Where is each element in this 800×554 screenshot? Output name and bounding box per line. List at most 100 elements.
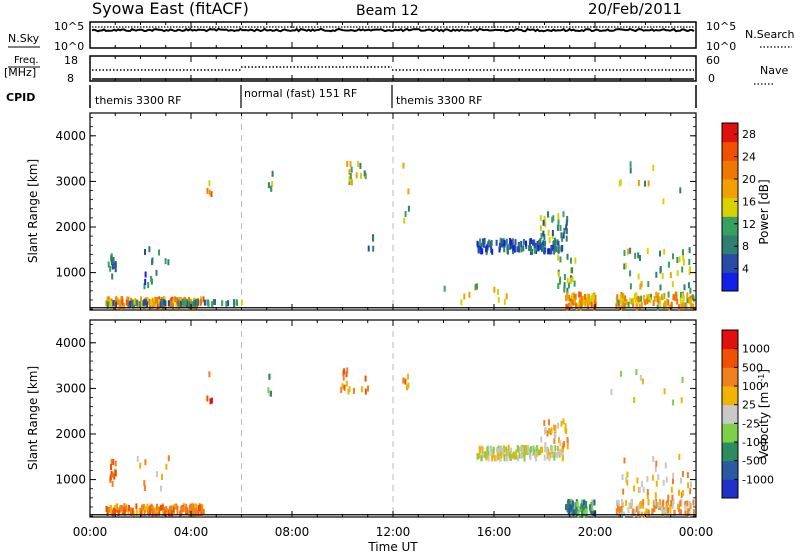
range-cell bbox=[176, 508, 179, 515]
range-cell bbox=[162, 510, 165, 517]
range-cell bbox=[490, 240, 493, 246]
range-cell bbox=[479, 243, 482, 250]
range-cell bbox=[640, 501, 643, 507]
range-cell bbox=[578, 291, 581, 298]
colorbar-cell bbox=[722, 272, 738, 292]
range-cell bbox=[582, 504, 585, 511]
range-cell bbox=[520, 241, 523, 247]
range-cell bbox=[679, 187, 682, 194]
range-cell bbox=[531, 239, 534, 246]
range-cell bbox=[202, 296, 205, 303]
range-cell bbox=[625, 499, 628, 506]
range-cell bbox=[541, 245, 544, 252]
range-cell bbox=[501, 447, 504, 454]
range-cell bbox=[647, 510, 650, 516]
range-cell bbox=[680, 499, 683, 505]
range-cell bbox=[558, 245, 561, 252]
range-cell bbox=[407, 205, 410, 212]
range-cell bbox=[539, 449, 542, 456]
range-cell bbox=[170, 297, 173, 304]
nsky-label: N.Sky bbox=[8, 32, 40, 45]
range-cell bbox=[530, 238, 532, 245]
range-cell bbox=[537, 449, 540, 456]
power-ylabel: Slant Range [km] bbox=[26, 159, 40, 263]
range-cell bbox=[557, 437, 560, 444]
range-cell bbox=[485, 246, 488, 253]
range-cell bbox=[582, 510, 585, 517]
range-cell bbox=[111, 301, 114, 308]
range-cell bbox=[348, 176, 351, 182]
range-cell bbox=[180, 296, 183, 303]
range-cell bbox=[659, 296, 662, 303]
range-cell bbox=[510, 447, 513, 454]
range-cell bbox=[548, 455, 551, 462]
range-cell bbox=[542, 240, 545, 247]
range-cell bbox=[540, 436, 543, 443]
range-cell bbox=[669, 272, 672, 279]
range-cell bbox=[543, 234, 546, 241]
range-cell bbox=[642, 486, 645, 493]
range-cell bbox=[147, 508, 149, 515]
range-cell bbox=[184, 298, 187, 305]
range-cell bbox=[680, 292, 682, 298]
range-cell bbox=[629, 247, 632, 254]
range-cell bbox=[657, 502, 660, 509]
range-cell bbox=[196, 510, 199, 517]
range-cell bbox=[112, 300, 115, 307]
range-cell bbox=[127, 296, 130, 303]
range-cell bbox=[552, 244, 555, 251]
range-cell bbox=[672, 294, 675, 301]
range-cell bbox=[535, 245, 538, 252]
range-cell bbox=[112, 257, 115, 263]
range-cell bbox=[136, 299, 139, 306]
range-cell bbox=[571, 508, 574, 515]
range-cell bbox=[551, 445, 554, 452]
range-cell bbox=[566, 502, 569, 509]
colorbar-cell bbox=[722, 386, 738, 406]
range-cell bbox=[633, 397, 636, 403]
range-cell bbox=[559, 440, 562, 447]
range-cell bbox=[343, 384, 346, 391]
range-cell bbox=[123, 303, 125, 309]
range-cell bbox=[188, 301, 191, 308]
x-axis: 00:00 04:00 08:00 12:00 16:00 20:00 00:00 bbox=[73, 22, 713, 539]
range-cell bbox=[539, 244, 542, 251]
range-cell bbox=[627, 248, 630, 255]
range-cell bbox=[646, 476, 649, 482]
range-cell bbox=[553, 240, 556, 246]
range-cell bbox=[557, 445, 559, 452]
range-cell bbox=[587, 300, 590, 307]
range-cell bbox=[563, 227, 566, 234]
nsky-strip: N.Sky 10^5 10^0 10^5 10^0 N.Search bbox=[8, 20, 795, 53]
range-cell bbox=[690, 302, 693, 309]
range-cell bbox=[560, 232, 563, 239]
range-cell bbox=[210, 397, 213, 404]
range-cell bbox=[480, 455, 483, 462]
range-cell bbox=[686, 292, 689, 299]
range-cell bbox=[661, 273, 664, 280]
colorbar-cell bbox=[722, 160, 738, 180]
range-cell bbox=[680, 491, 683, 498]
range-cell bbox=[551, 233, 554, 240]
range-cell bbox=[163, 303, 166, 310]
range-cell bbox=[155, 269, 158, 276]
range-cell bbox=[621, 474, 624, 480]
range-cell bbox=[570, 303, 573, 310]
y-tick-label: 3000 bbox=[55, 381, 86, 395]
nsky-series bbox=[91, 27, 695, 33]
range-cell bbox=[651, 474, 654, 481]
range-cell bbox=[655, 271, 658, 278]
cpid-segment-2: normal (fast) 151 RF bbox=[244, 87, 357, 100]
range-cell bbox=[191, 510, 194, 517]
range-cell bbox=[340, 387, 343, 393]
range-cell bbox=[107, 296, 110, 303]
range-cell bbox=[166, 508, 169, 515]
range-cell bbox=[406, 384, 408, 391]
range-cell bbox=[652, 455, 655, 462]
colorbar-cell bbox=[722, 404, 738, 424]
velocity-colorbar-label: Velocity [m s-1] bbox=[757, 369, 771, 459]
range-cell bbox=[135, 509, 138, 516]
x-tick-label: 04:00 bbox=[174, 525, 209, 539]
range-cell bbox=[669, 508, 672, 515]
